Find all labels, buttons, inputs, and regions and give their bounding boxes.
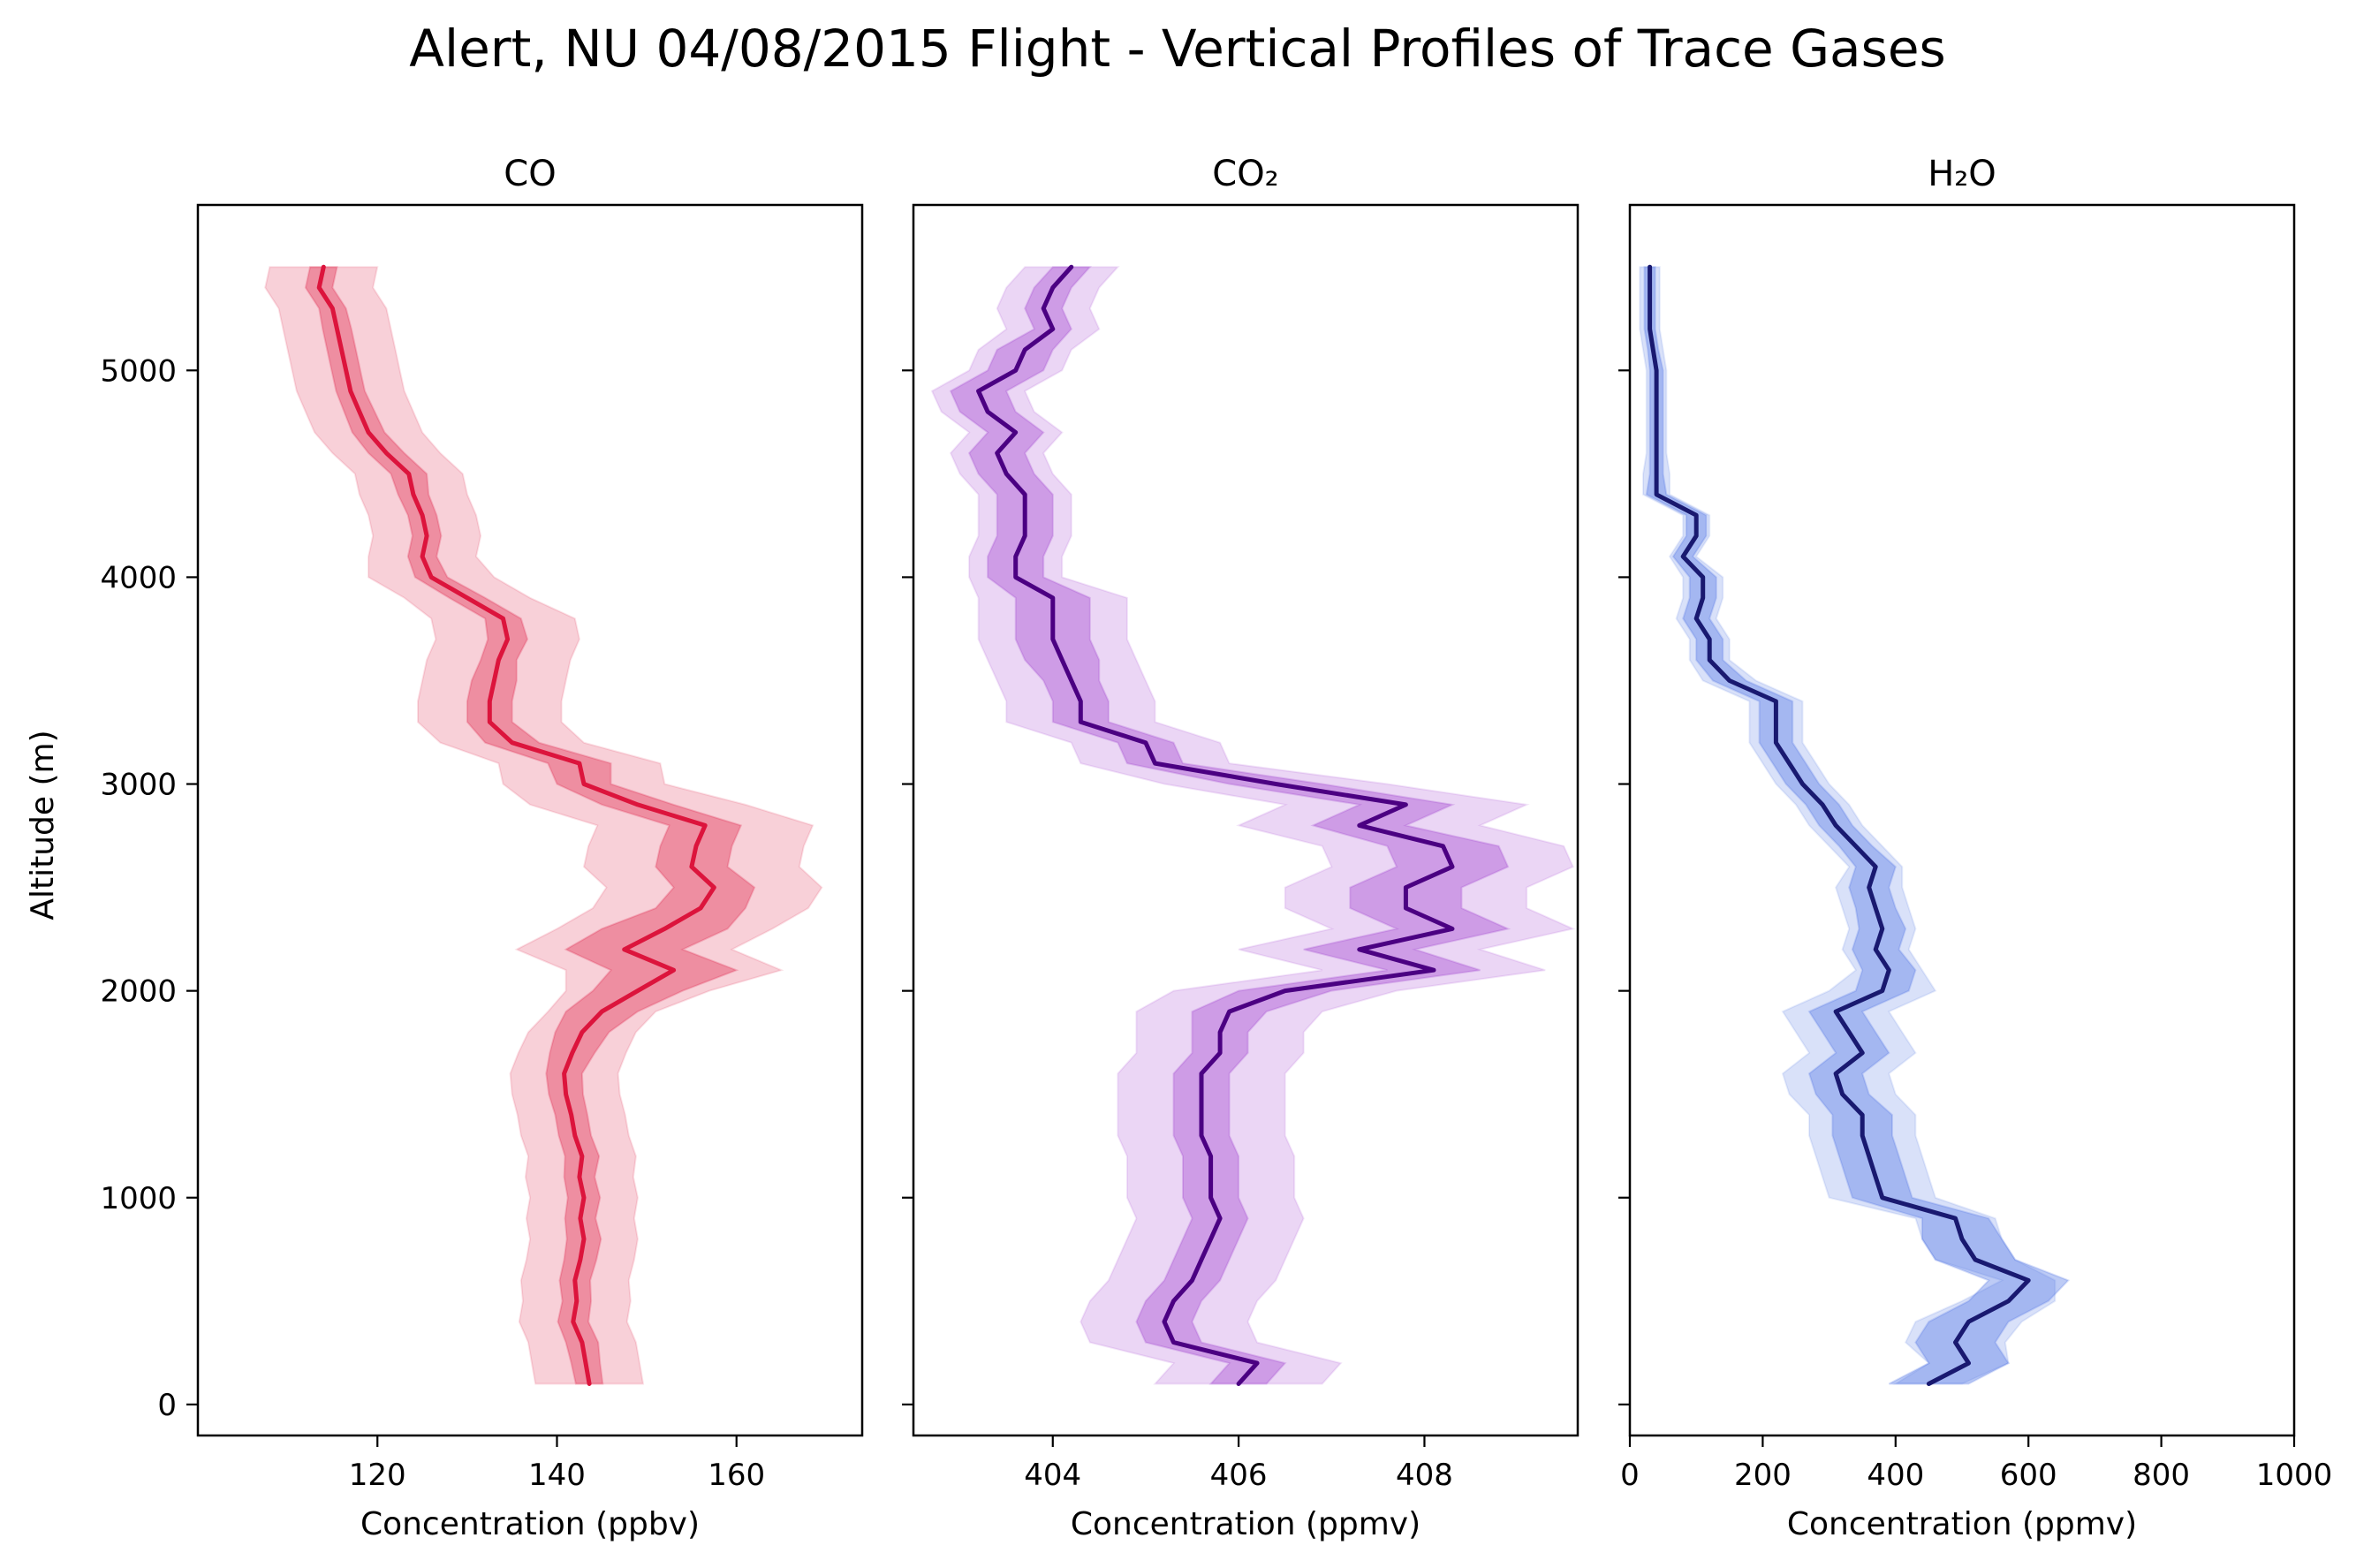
- co2-axes-frame: [912, 203, 1580, 1437]
- h2o-x-tick-label: 0: [1620, 1458, 1640, 1493]
- co-x-tick-label: 120: [349, 1458, 406, 1493]
- h2o-x-tick-label: 400: [1867, 1458, 1924, 1493]
- co-x-tick-label: 140: [528, 1458, 586, 1493]
- co-y-tick-label: 1000: [100, 1181, 177, 1216]
- co-mean-line: [316, 264, 716, 1386]
- co-y-tick-label: 5000: [100, 353, 177, 389]
- h2o-inner-band: [1643, 266, 2071, 1385]
- h2o-axes-frame: [1628, 203, 2296, 1437]
- co2-outer-band: [930, 266, 1576, 1385]
- co2-x-tick-label: 406: [1210, 1458, 1268, 1493]
- co-y-tick-label: 0: [157, 1388, 177, 1423]
- co-inner-band: [304, 266, 756, 1385]
- co-panel-title: CO: [504, 154, 556, 194]
- co2-inner-band: [949, 266, 1511, 1385]
- panel-co2: CO₂ 404 406 408 Concentration (ppmv): [902, 154, 1580, 1542]
- h2o-panel-title: H₂O: [1928, 154, 1996, 194]
- co2-x-tick-label: 408: [1396, 1458, 1453, 1493]
- co-x-axis-label: Concentration (ppbv): [360, 1506, 700, 1542]
- h2o-outer-band: [1639, 266, 2057, 1385]
- co-axes-frame: [196, 203, 864, 1437]
- panel-h2o: H₂O 0 200 400 600 800 1000 Concentration (ppmv): [1618, 154, 2332, 1542]
- h2o-x-tick-label: 200: [1734, 1458, 1792, 1493]
- h2o-x-tick-label: 800: [2133, 1458, 2190, 1493]
- co2-x-tick-label: 404: [1024, 1458, 1081, 1493]
- co2-mean-line: [976, 264, 1455, 1386]
- co-y-tick-label: 4000: [100, 560, 177, 595]
- co2-panel-title: CO₂: [1212, 154, 1278, 194]
- y-axis-label: Altitude (m): [25, 730, 61, 920]
- h2o-x-tick-label: 600: [2000, 1458, 2057, 1493]
- co2-x-axis-label: Concentration (ppmv): [1071, 1506, 1420, 1542]
- h2o-x-axis-label: Concentration (ppmv): [1787, 1506, 2137, 1542]
- h2o-x-tick-label: 1000: [2256, 1458, 2333, 1493]
- co-x-tick-label: 160: [708, 1458, 765, 1493]
- co-outer-band: [264, 266, 823, 1385]
- co-y-tick-label: 3000: [100, 768, 177, 803]
- co-y-tick-label: 2000: [100, 974, 177, 1010]
- h2o-mean-line: [1648, 264, 2031, 1386]
- figure-title: Alert, NU 04/08/2015 Flight - Vertical P…: [409, 19, 1945, 79]
